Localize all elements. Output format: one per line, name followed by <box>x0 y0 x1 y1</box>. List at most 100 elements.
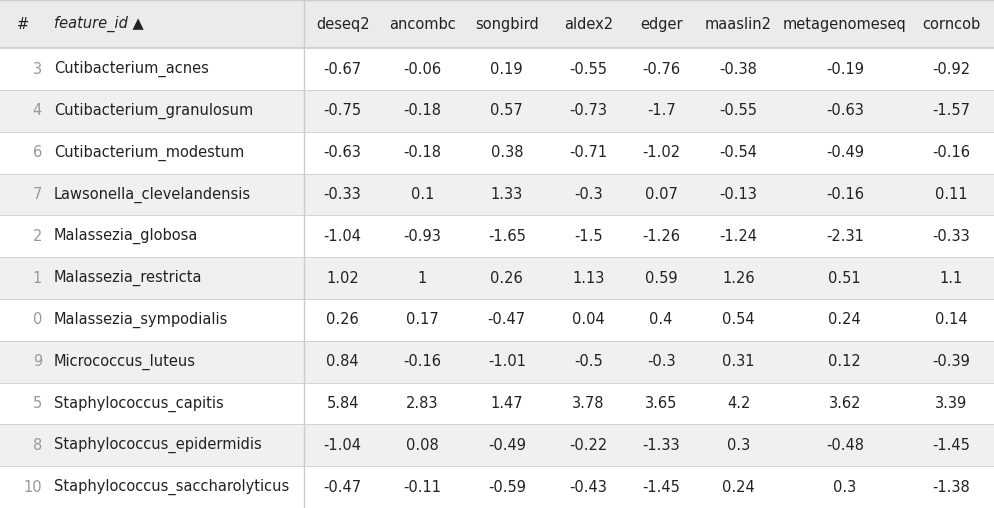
Text: -0.16: -0.16 <box>826 187 864 202</box>
Text: 0.17: 0.17 <box>406 312 438 328</box>
Text: -0.49: -0.49 <box>826 145 864 160</box>
Text: 6: 6 <box>33 145 42 160</box>
Text: 0.26: 0.26 <box>490 271 523 285</box>
Text: -0.55: -0.55 <box>720 104 757 118</box>
Text: Staphylococcus_saccharolyticus: Staphylococcus_saccharolyticus <box>54 479 289 495</box>
Text: 4: 4 <box>33 104 42 118</box>
Text: 1.1: 1.1 <box>939 271 962 285</box>
Text: 3.65: 3.65 <box>645 396 677 411</box>
Text: -0.16: -0.16 <box>932 145 970 160</box>
Text: 2.83: 2.83 <box>407 396 438 411</box>
Bar <box>0 132 994 174</box>
Text: 9: 9 <box>33 354 42 369</box>
Text: 3.39: 3.39 <box>934 396 967 411</box>
Text: Cutibacterium_modestum: Cutibacterium_modestum <box>54 145 245 161</box>
Text: 0.57: 0.57 <box>490 104 523 118</box>
Text: 5.84: 5.84 <box>326 396 359 411</box>
Text: -1.5: -1.5 <box>574 229 602 244</box>
Text: 0.3: 0.3 <box>727 438 750 453</box>
Text: -0.13: -0.13 <box>720 187 757 202</box>
Text: Staphylococcus_capitis: Staphylococcus_capitis <box>54 395 224 411</box>
Text: 3.78: 3.78 <box>572 396 604 411</box>
Bar <box>0 341 994 383</box>
Text: -0.47: -0.47 <box>324 480 362 495</box>
Text: -1.24: -1.24 <box>720 229 757 244</box>
Text: -0.93: -0.93 <box>404 229 441 244</box>
Text: -0.19: -0.19 <box>826 61 864 77</box>
Text: Lawsonella_clevelandensis: Lawsonella_clevelandensis <box>54 186 251 203</box>
Text: -0.43: -0.43 <box>570 480 607 495</box>
Text: -0.18: -0.18 <box>404 145 441 160</box>
Text: -1.57: -1.57 <box>932 104 970 118</box>
Text: -0.3: -0.3 <box>647 354 676 369</box>
Text: -0.33: -0.33 <box>932 229 970 244</box>
Text: Cutibacterium_granulosum: Cutibacterium_granulosum <box>54 103 253 119</box>
Bar <box>0 257 994 299</box>
Text: -0.59: -0.59 <box>488 480 526 495</box>
Bar <box>0 299 994 341</box>
Text: 5: 5 <box>33 396 42 411</box>
Text: -0.63: -0.63 <box>324 145 362 160</box>
Text: 4.2: 4.2 <box>727 396 750 411</box>
Text: -0.16: -0.16 <box>404 354 441 369</box>
Text: -0.92: -0.92 <box>932 61 970 77</box>
Text: 1.02: 1.02 <box>326 271 359 285</box>
Text: -1.7: -1.7 <box>647 104 676 118</box>
Text: 0.38: 0.38 <box>490 145 523 160</box>
Text: 0.08: 0.08 <box>406 438 438 453</box>
Text: 8: 8 <box>33 438 42 453</box>
Text: Staphylococcus_epidermidis: Staphylococcus_epidermidis <box>54 437 261 454</box>
Text: 0.14: 0.14 <box>934 312 967 328</box>
Text: 1.47: 1.47 <box>490 396 523 411</box>
Text: -0.55: -0.55 <box>570 61 607 77</box>
Text: -1.01: -1.01 <box>488 354 526 369</box>
Text: 3.62: 3.62 <box>829 396 861 411</box>
Text: 1.26: 1.26 <box>723 271 754 285</box>
Text: -0.67: -0.67 <box>324 61 362 77</box>
Text: -1.45: -1.45 <box>642 480 680 495</box>
Text: 1.13: 1.13 <box>573 271 604 285</box>
Text: -0.48: -0.48 <box>826 438 864 453</box>
Text: -0.75: -0.75 <box>324 104 362 118</box>
Bar <box>0 48 994 90</box>
Text: -0.5: -0.5 <box>574 354 602 369</box>
Text: 0.59: 0.59 <box>645 271 678 285</box>
Text: 0.19: 0.19 <box>490 61 523 77</box>
Text: -0.11: -0.11 <box>404 480 441 495</box>
Text: edger: edger <box>640 17 683 31</box>
Text: 0.11: 0.11 <box>934 187 967 202</box>
Text: #: # <box>17 17 29 31</box>
Text: -1.38: -1.38 <box>932 480 970 495</box>
Text: 1: 1 <box>417 271 427 285</box>
Bar <box>0 466 994 508</box>
Text: Cutibacterium_acnes: Cutibacterium_acnes <box>54 61 209 77</box>
Text: 0.3: 0.3 <box>833 480 857 495</box>
Text: feature_id ▲: feature_id ▲ <box>54 16 143 32</box>
Text: 0.51: 0.51 <box>828 271 861 285</box>
Text: Malassezia_sympodialis: Malassezia_sympodialis <box>54 312 229 328</box>
Text: 0.24: 0.24 <box>723 480 755 495</box>
Text: 10: 10 <box>23 480 42 495</box>
Bar <box>0 90 994 132</box>
Text: 0.24: 0.24 <box>828 312 861 328</box>
Text: 0: 0 <box>33 312 42 328</box>
Text: -0.73: -0.73 <box>570 104 607 118</box>
Text: 0.4: 0.4 <box>649 312 673 328</box>
Text: -0.63: -0.63 <box>826 104 864 118</box>
Bar <box>0 0 994 48</box>
Text: -1.04: -1.04 <box>324 438 362 453</box>
Bar <box>0 383 994 424</box>
Text: -1.04: -1.04 <box>324 229 362 244</box>
Text: -1.45: -1.45 <box>932 438 970 453</box>
Text: 0.07: 0.07 <box>645 187 678 202</box>
Text: -0.49: -0.49 <box>488 438 526 453</box>
Bar <box>0 424 994 466</box>
Text: 7: 7 <box>33 187 42 202</box>
Text: -0.39: -0.39 <box>932 354 970 369</box>
Text: 0.31: 0.31 <box>723 354 754 369</box>
Text: -1.02: -1.02 <box>642 145 680 160</box>
Text: deseq2: deseq2 <box>316 17 370 31</box>
Text: maaslin2: maaslin2 <box>705 17 772 31</box>
Text: -0.38: -0.38 <box>720 61 757 77</box>
Text: Micrococcus_luteus: Micrococcus_luteus <box>54 354 196 370</box>
